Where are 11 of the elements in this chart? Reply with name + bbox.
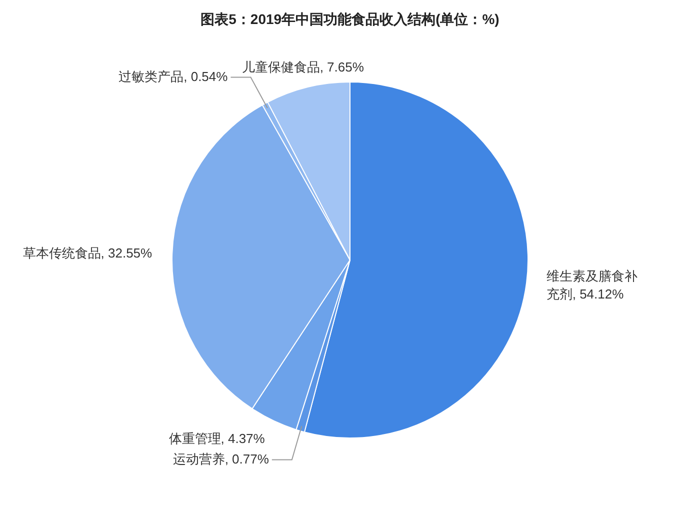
- pie-slice: [172, 104, 350, 410]
- slice-label: 草本传统食品, 32.55%: [22, 245, 153, 260]
- slice-label: 过敏类产品, 0.54%: [118, 69, 228, 84]
- slice-label: 运动营养, 0.77%: [172, 452, 270, 467]
- slice-label: 儿童保健食品, 7.65%: [242, 60, 364, 75]
- pie-slice: [304, 82, 528, 438]
- slice-label: 体重管理, 4.37%: [168, 430, 266, 446]
- slice-label: 维生素及膳食补充剂, 54.12%: [546, 268, 638, 302]
- chart-title: 图表5：2019年中国功能食品收入结构(单位：%): [200, 11, 500, 27]
- pie-slice: [252, 260, 350, 430]
- pie-slice: [267, 82, 350, 260]
